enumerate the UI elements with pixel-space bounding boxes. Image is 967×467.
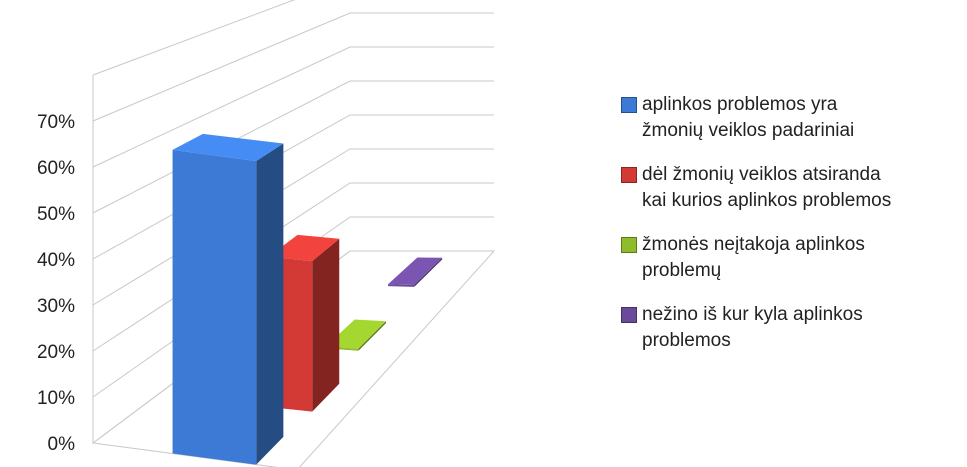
legend-swatch-green: [621, 237, 637, 253]
legend-label: aplinkos problemos yra žmonių veiklos pad…: [642, 94, 855, 141]
bar-side: [358, 321, 386, 351]
legend-swatch-purple: [621, 307, 637, 323]
bar-1: [172, 133, 284, 465]
legend-label: dėl žmonių veiklos atsiranda kai kurios a…: [642, 164, 892, 211]
bar-front: [172, 149, 257, 465]
gridline: [92, 114, 494, 260]
bar-4: [388, 257, 443, 287]
legend-swatch-red: [621, 167, 637, 183]
bar-top: [325, 319, 386, 349]
legend-item-4: nežino iš kur kyla aplinkos problemos: [621, 302, 967, 354]
legend-item-1: aplinkos problemos yra žmonių veiklos pad…: [621, 92, 967, 144]
gridline: [92, 0, 296, 76]
bar-side: [414, 257, 443, 287]
bar-top: [268, 234, 340, 262]
y-tick-label: 20%: [37, 342, 75, 363]
legend-swatch-blue: [621, 97, 637, 113]
legend-label: nežino iš kur kyla aplinkos problemos: [642, 304, 863, 351]
gridline: [92, 46, 494, 168]
y-tick-label: 50%: [37, 204, 75, 225]
y-axis: 0% 10% 20% 30% 40% 50% 60% 70%: [37, 112, 75, 455]
bar-front: [388, 284, 415, 287]
y-tick-label: 10%: [37, 388, 75, 409]
y-tick-label: 70%: [37, 112, 75, 133]
legend-item-2: dėl žmonių veiklos atsiranda kai kurios a…: [621, 162, 967, 214]
legend: aplinkos problemos yra žmonių veiklos pad…: [621, 92, 967, 372]
legend-label: žmonės neįtakoja aplinkos problemų: [642, 234, 865, 281]
chart-area: 0% 10% 20% 30% 40% 50% 60% 70%: [37, 0, 496, 467]
legend-item-3: žmonės neįtakoja aplinkos problemų: [621, 232, 967, 284]
bar-top: [172, 133, 284, 161]
bar-side: [312, 238, 340, 412]
bar-side: [256, 143, 284, 465]
y-tick-label: 60%: [37, 158, 75, 179]
gridline: [92, 12, 494, 122]
y-tick-label: 0%: [48, 434, 76, 455]
y-tick-label: 40%: [37, 250, 75, 271]
bar-top: [388, 257, 443, 286]
y-tick-label: 30%: [37, 296, 75, 317]
bar-series: [172, 133, 443, 465]
